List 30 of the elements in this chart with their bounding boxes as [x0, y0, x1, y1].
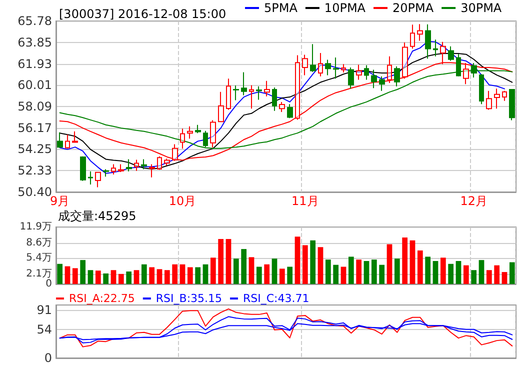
y-tick-label: 11.9万 — [20, 222, 52, 232]
x-tick-label: 12月 — [460, 194, 488, 208]
y-tick-label: 60.01 — [18, 78, 52, 92]
y-tick-label: 54.25 — [18, 142, 52, 156]
legend-label: 5PMA — [264, 1, 298, 15]
y-tick-label: 91 — [36, 302, 52, 317]
legend-label: 30PMA — [460, 1, 502, 15]
y-tick-label: 52.33 — [18, 164, 52, 178]
y-tick-label: 5.4万 — [26, 252, 52, 264]
y-tick-label: 63.85 — [18, 35, 52, 50]
y-tick-label: 0 — [44, 351, 52, 365]
legend-label: 10PMA — [324, 1, 366, 15]
y-tick-label: 2.1万 — [26, 268, 52, 280]
y-tick-label: 58.09 — [18, 100, 52, 114]
chart-title: [300037] 2016-12-08 15:00 — [59, 7, 226, 21]
legend-label: RSI_A:22.75 — [69, 292, 135, 305]
x-tick-label: 11月 — [292, 194, 319, 208]
legend-label: 20PMA — [392, 1, 434, 15]
y-tick-label: 0 — [46, 278, 52, 290]
y-tick-label: 61.93 — [18, 56, 52, 71]
y-tick-label: 8.6万 — [26, 237, 52, 248]
text: 成交量:45295 — [58, 209, 136, 223]
legend-label: RSI_B:35.15 — [156, 292, 222, 305]
y-tick-label: 65.78 — [18, 14, 52, 28]
y-tick-label: 50.40 — [18, 185, 52, 199]
x-tick-label: 10月 — [168, 194, 196, 208]
x-tick-label: 9月 — [50, 194, 70, 208]
y-tick-label: 54 — [36, 322, 52, 336]
y-tick-label: 56.17 — [18, 120, 52, 135]
legend-label: RSI_C:43.71 — [243, 292, 310, 305]
